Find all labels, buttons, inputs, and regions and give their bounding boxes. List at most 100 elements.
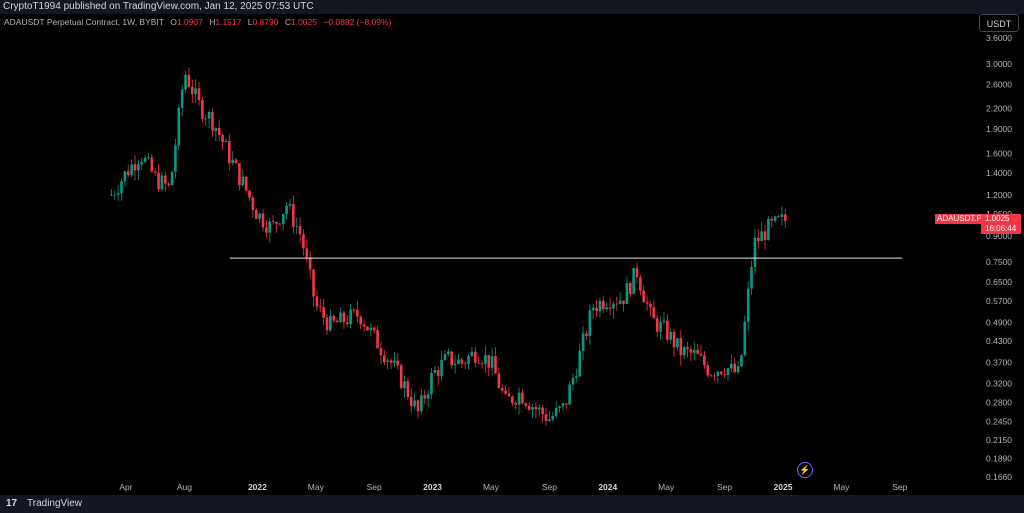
candle-body: [659, 321, 662, 332]
candle-body: [676, 338, 679, 348]
candle-body: [335, 320, 339, 323]
candle-body: [281, 213, 285, 225]
candle-body: [548, 419, 551, 422]
candle-body: [521, 392, 524, 404]
y-tick-label: 0.4900: [986, 318, 1012, 328]
candle-body: [180, 89, 184, 108]
candle-body: [467, 356, 470, 364]
y-tick-label: 1.4000: [986, 168, 1012, 178]
candle-body: [153, 171, 157, 173]
candle-body: [487, 354, 491, 368]
candle-body: [777, 216, 780, 218]
candle-body: [254, 209, 258, 219]
candle-body: [531, 407, 534, 410]
x-tick-label: Aug: [177, 482, 192, 492]
candle-body: [625, 283, 629, 304]
candle-body: [541, 407, 544, 415]
low-label: L: [247, 17, 253, 27]
candle-body: [298, 226, 302, 235]
candle-body: [271, 221, 275, 223]
tradingview-brand: TradingView: [27, 498, 83, 509]
candle-body: [460, 359, 464, 364]
x-tick-label: 2024: [598, 482, 617, 492]
x-tick-label: Apr: [119, 482, 132, 492]
open-value: 1.0907: [176, 17, 203, 27]
candle-body: [655, 318, 659, 332]
candle-body: [666, 320, 669, 340]
candle-body: [733, 363, 737, 373]
candle-body: [386, 360, 389, 363]
y-tick-label: 3.0000: [986, 59, 1012, 69]
close-value: 1.0025: [290, 17, 317, 27]
candle-body: [568, 384, 571, 405]
candle-body: [305, 248, 309, 258]
y-tick-label: 0.2450: [986, 416, 1012, 426]
footer-bar: 17 TradingView: [0, 495, 1024, 513]
x-tick-label: 2025: [774, 482, 793, 492]
candle-body: [396, 360, 400, 366]
y-tick-label: 0.3200: [986, 378, 1012, 388]
candle-body: [147, 157, 150, 159]
candle-body: [767, 218, 770, 241]
candle-body: [719, 371, 723, 375]
open-label: O: [170, 17, 177, 27]
candle-body: [285, 205, 288, 214]
candle-body: [140, 161, 144, 165]
candle-body: [403, 381, 406, 389]
candle-body: [706, 365, 710, 376]
candle-body: [740, 354, 743, 367]
candle-body: [221, 134, 224, 143]
y-tick-label: 1.2000: [986, 190, 1012, 200]
candle-body: [689, 349, 693, 353]
candle-body: [450, 351, 453, 366]
candle-body: [662, 320, 666, 322]
candle-body: [201, 100, 204, 119]
currency-button[interactable]: USDT: [979, 14, 1019, 32]
candle-body: [679, 338, 683, 356]
candle-body: [332, 316, 336, 321]
candle-body: [602, 300, 605, 310]
candle-body: [302, 234, 305, 249]
x-tick-label: Sep: [717, 482, 732, 492]
close-label: C: [284, 17, 291, 27]
candle-body: [457, 359, 460, 364]
candle-body: [514, 403, 518, 405]
candle-body: [211, 112, 214, 131]
symbol-title: ADAUSDT Perpetual Contract, 1W, BYBIT: [4, 17, 164, 27]
candle-body: [345, 322, 349, 325]
lightning-icon[interactable]: ⚡: [797, 462, 813, 478]
candle-body: [116, 193, 120, 195]
candle-body: [649, 303, 652, 308]
candle-body: [251, 197, 255, 210]
y-tick-label: 0.4300: [986, 336, 1012, 346]
candle-body: [564, 403, 568, 405]
price-axis[interactable]: 3.6000 3.0000 2.6000 2.2000 1.9000 1.6000 1.40…: [986, 33, 1012, 482]
candle-body: [477, 362, 480, 364]
candle-body: [315, 296, 319, 307]
time-axis[interactable]: Apr Aug 2022 May Sep 2023 May Sep 2024 May Sep 2025…: [119, 482, 907, 492]
candle-body: [756, 237, 760, 242]
candle-body: [608, 307, 612, 309]
candle-body: [322, 307, 325, 318]
candle-body: [524, 403, 528, 406]
candle-body: [123, 171, 127, 182]
candle-body: [699, 353, 703, 356]
candle-body: [292, 203, 295, 227]
tradingview-logo-icon: 17: [6, 498, 18, 509]
candle-body: [750, 267, 753, 289]
y-tick-label: 0.1660: [986, 472, 1012, 482]
candle-body: [588, 310, 592, 336]
candle-body: [170, 171, 174, 186]
candle-body: [366, 326, 369, 331]
candle-body: [709, 375, 713, 377]
candle-body: [349, 309, 352, 325]
candle-body: [730, 363, 733, 369]
candle-body: [113, 194, 117, 196]
candle-body: [265, 227, 268, 233]
y-tick-label: 0.9000: [986, 231, 1012, 241]
x-tick-label: May: [483, 482, 500, 492]
candle-body: [376, 330, 379, 349]
candle-body: [278, 223, 282, 225]
candle-body: [268, 221, 272, 233]
